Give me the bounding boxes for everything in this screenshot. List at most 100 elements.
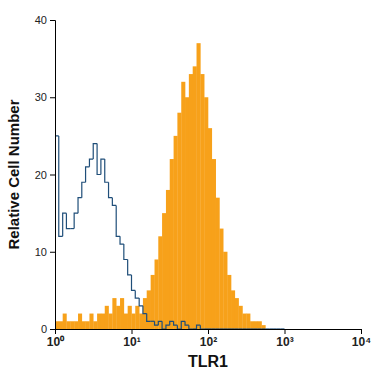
- histogram-step: [112, 198, 116, 206]
- marks: [55, 43, 285, 329]
- histogram-bar: [204, 97, 208, 329]
- tick-label: 20: [35, 169, 47, 181]
- histogram-step: [200, 325, 204, 329]
- histogram-bar: [219, 229, 223, 329]
- histogram-bar: [116, 306, 120, 329]
- tick: 30: [35, 91, 55, 103]
- histogram-step: [143, 306, 147, 314]
- histogram-bar: [189, 74, 193, 329]
- tick-label: 10¹: [123, 335, 140, 349]
- histogram-bar: [277, 329, 281, 330]
- histogram-bar: [170, 159, 174, 329]
- tick-label: 0: [41, 323, 47, 335]
- histogram-step: [185, 321, 189, 325]
- histogram-bar: [208, 128, 212, 329]
- tick-label: 40: [35, 14, 47, 26]
- histogram-step: [66, 213, 70, 228]
- tick: 10⁴: [352, 329, 371, 349]
- histogram-step: [78, 198, 82, 213]
- histogram-bar: [281, 329, 285, 330]
- histogram-bar: [242, 314, 246, 329]
- histogram-step: [235, 328, 239, 329]
- histogram-step: [250, 328, 254, 329]
- histogram-bar: [112, 298, 116, 329]
- histogram-step: [128, 259, 132, 274]
- histogram-step: [239, 328, 243, 329]
- tick: 10: [35, 246, 55, 258]
- histogram-step: [174, 321, 178, 325]
- histogram-bar: [231, 290, 235, 329]
- y-axis: 0 10 20 30 40: [35, 14, 56, 335]
- histogram-bar: [120, 298, 124, 329]
- tick: 10⁰: [47, 329, 65, 349]
- histogram-bar: [250, 321, 254, 329]
- tick: 20: [35, 169, 55, 181]
- histogram-bar: [185, 97, 189, 329]
- histogram-bar: [246, 314, 250, 329]
- histogram-step: [269, 328, 273, 329]
- tick-mark: [132, 329, 133, 334]
- tick-mark: [208, 329, 209, 334]
- axis-line: [50, 21, 56, 330]
- histogram-step: [223, 328, 227, 329]
- histogram-step: [116, 205, 120, 236]
- histogram-bar: [265, 329, 269, 330]
- histogram-bar: [181, 82, 185, 329]
- histogram-bar: [258, 321, 262, 329]
- histogram-bar: [70, 321, 74, 329]
- histogram-bar: [74, 321, 78, 329]
- histogram-bar: [197, 43, 201, 329]
- histogram-bar: [227, 275, 231, 329]
- histogram-step: [124, 244, 128, 259]
- x-axis-title: TLR1: [188, 353, 228, 370]
- axis-line: [56, 330, 362, 335]
- tick-mark: [50, 97, 55, 98]
- histogram-bar: [166, 190, 170, 329]
- histogram-bar: [135, 306, 139, 329]
- histogram-bar: [97, 314, 101, 329]
- histogram-step: [120, 236, 124, 244]
- histogram-step: [277, 328, 281, 329]
- histogram-bar: [109, 314, 113, 329]
- histogram-bar: [239, 306, 243, 329]
- histogram-step: [265, 328, 269, 329]
- histogram-bar: [269, 329, 273, 330]
- histogram-bar: [193, 66, 197, 329]
- histogram-step: [254, 328, 258, 329]
- histogram-bar: [223, 252, 227, 329]
- histogram-step: [82, 182, 86, 197]
- histogram-bar: [86, 321, 90, 329]
- histogram-step: [89, 159, 93, 167]
- histogram-step: [109, 182, 113, 197]
- tick: 10³: [276, 329, 293, 349]
- histogram-bar: [212, 159, 216, 329]
- histogram-step: [132, 275, 136, 290]
- tick: 0: [41, 323, 55, 335]
- tick-label: 10⁰: [47, 335, 65, 349]
- tick-label: 10⁴: [352, 335, 371, 349]
- histogram-bar: [177, 113, 181, 329]
- tick-mark: [50, 252, 55, 253]
- histogram-step: [105, 159, 109, 182]
- histogram-step: [166, 325, 170, 329]
- tick-mark: [50, 175, 55, 176]
- histogram-step: [204, 328, 208, 329]
- histogram-bar: [59, 321, 63, 329]
- histogram-bar: [82, 321, 86, 329]
- histogram-bar: [139, 314, 143, 329]
- chart: 10⁰10¹10²10³10⁴010203040TLR1Relative Cel…: [0, 0, 375, 375]
- tick-label: 10: [35, 246, 47, 258]
- histogram-step: [258, 328, 262, 329]
- histogram-bar: [254, 321, 258, 329]
- histogram-bar: [132, 314, 136, 329]
- histogram-bar: [147, 290, 151, 329]
- tick: 10²: [200, 329, 217, 349]
- tick-label: 10³: [276, 335, 293, 349]
- histogram-step: [273, 328, 277, 329]
- histogram-bar: [66, 321, 70, 329]
- histogram-bar: [93, 321, 97, 329]
- tick: 40: [35, 14, 55, 26]
- histogram-step: [208, 328, 212, 329]
- series: [55, 136, 285, 329]
- histogram-bar: [216, 198, 220, 329]
